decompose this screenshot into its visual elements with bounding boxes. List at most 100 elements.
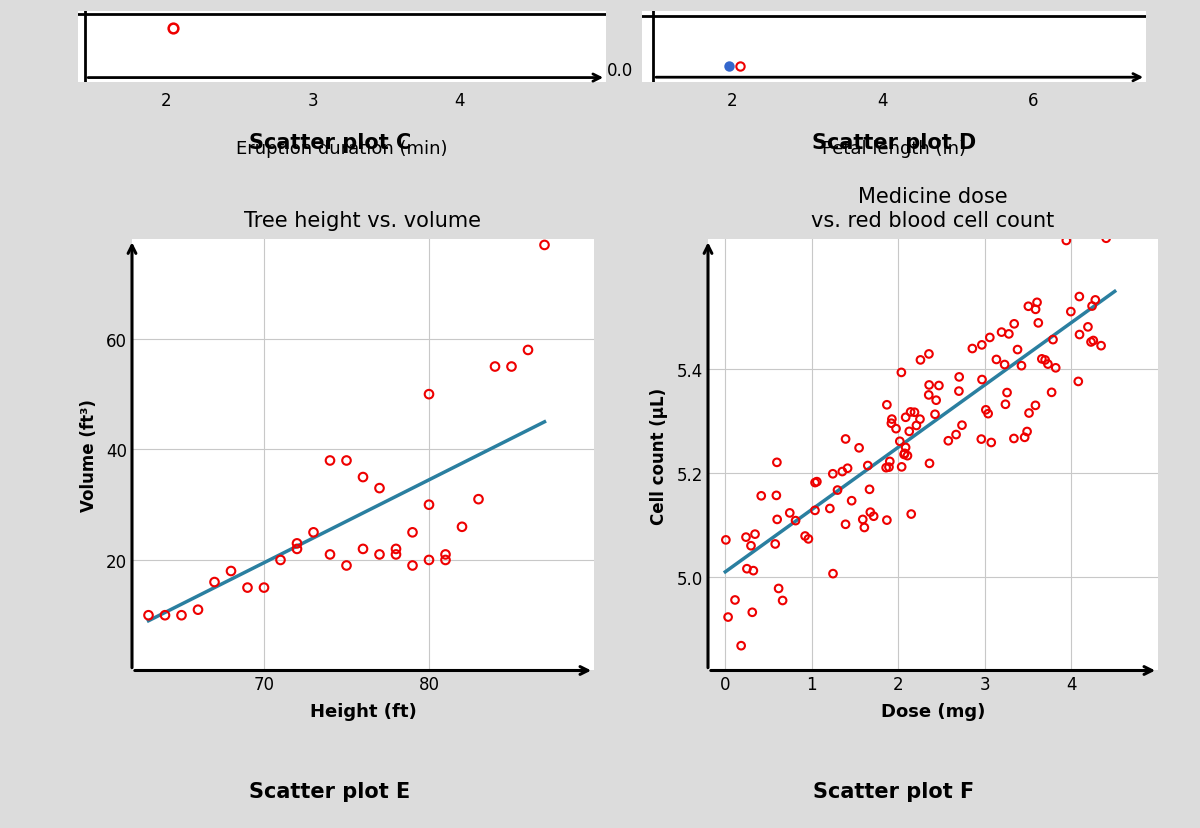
Point [898,450,917,463]
Point [205,575,224,589]
Point [836,433,856,446]
Point [436,554,455,567]
Point [887,422,906,436]
Point [1012,359,1031,373]
X-axis label: Petal length (in): Petal length (in) [822,140,966,158]
Point [880,455,899,469]
Point [972,433,991,446]
Point [919,389,938,402]
Point [1046,362,1066,375]
Point [978,407,997,421]
Point [743,606,762,619]
Point [926,394,946,407]
Point [188,604,208,617]
Point [737,562,756,575]
Point [853,513,872,527]
Point [744,565,763,578]
Point [768,513,787,527]
Point [716,533,736,546]
Point [821,503,840,516]
Point [860,483,880,496]
Point [1043,334,1062,347]
Point [850,441,869,455]
Point [877,514,896,527]
Point [823,468,842,481]
Point [1020,407,1039,420]
Point [919,348,938,361]
Point [403,526,422,539]
Point [836,518,856,532]
Point [911,354,930,367]
Point [949,371,968,384]
Point [901,406,920,419]
Point [1061,306,1080,319]
Point [139,609,158,622]
Point [742,539,761,552]
Point [925,408,944,421]
Point [780,507,799,520]
Point [962,343,982,356]
Point [386,548,406,561]
X-axis label: Height (ft): Height (ft) [310,702,416,720]
Point [896,412,916,425]
Point [882,417,901,431]
Text: Scatter plot E: Scatter plot E [250,781,410,801]
Text: Scatter plot D: Scatter plot D [812,132,976,153]
Point [901,508,920,521]
Point [938,435,958,448]
Point [808,475,827,489]
Point [895,447,914,460]
Point [1084,335,1103,348]
Point [254,581,274,595]
Text: Scatter plot C: Scatter plot C [248,132,412,153]
Point [805,504,824,518]
Point [420,554,439,567]
Point [920,457,940,470]
Point [1026,399,1045,412]
Title: Medicine dose
vs. red blood cell count: Medicine dose vs. red blood cell count [811,187,1055,230]
Point [980,331,1000,344]
X-axis label: Dose (mg): Dose (mg) [881,702,985,720]
Point [900,426,919,439]
Point [947,428,966,441]
Point [452,521,472,534]
Point [1070,329,1090,342]
Point [769,582,788,595]
Text: Scatter plot F: Scatter plot F [814,781,974,801]
Y-axis label: Volume (ft³): Volume (ft³) [79,399,97,512]
Point [469,493,488,506]
Point [972,373,991,387]
Point [1004,432,1024,445]
Point [1081,336,1100,349]
Point [823,567,842,580]
Point [1036,354,1055,367]
Point [337,455,356,468]
Point [894,448,913,461]
Point [1079,320,1098,334]
Point [949,385,968,398]
Point [929,379,948,392]
Point [271,554,290,567]
Point [737,531,756,544]
Point [860,506,880,519]
Point [796,530,815,543]
Point [1082,300,1102,313]
Point [337,559,356,572]
Point [864,510,883,523]
Point [403,559,422,572]
Point [751,489,770,503]
Point [1069,375,1088,388]
Point [880,461,899,474]
Point [156,609,175,622]
Point [1086,294,1105,307]
Point [1038,358,1057,371]
Point [842,494,862,508]
Point [892,460,911,474]
Point [882,413,901,426]
Point [911,413,930,426]
Point [905,406,924,419]
Point [320,455,340,468]
Point [518,344,538,357]
Point [386,542,406,556]
Point [799,532,818,546]
